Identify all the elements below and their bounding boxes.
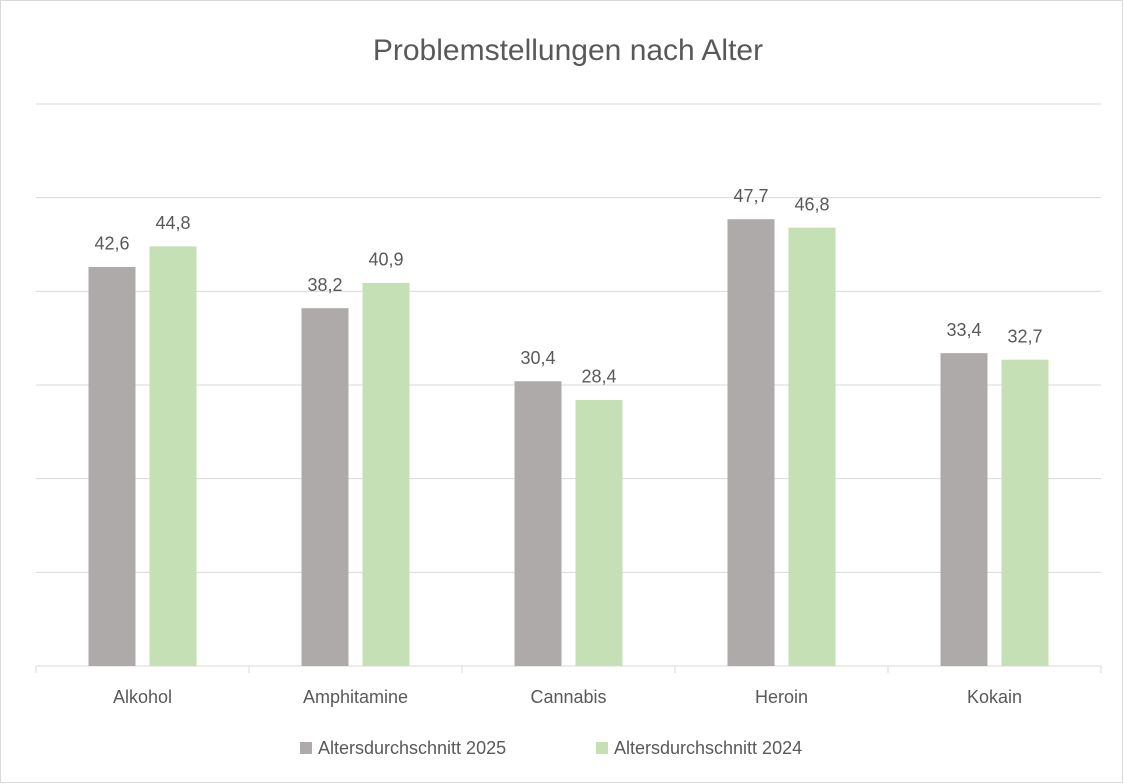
data-label: 38,2	[307, 275, 342, 295]
bar	[727, 219, 775, 666]
bar	[575, 399, 623, 666]
bar	[301, 308, 349, 666]
chart-title: Problemstellungen nach Alter	[373, 34, 763, 67]
data-label: 47,7	[733, 186, 768, 206]
legend-label: Altersdurchschnitt 2024	[614, 738, 802, 758]
x-tick-label: Cannabis	[530, 687, 606, 707]
data-label: 30,4	[520, 348, 555, 368]
legend-label: Altersdurchschnitt 2025	[318, 738, 506, 758]
data-label: 40,9	[368, 250, 403, 270]
bar	[1001, 359, 1049, 666]
bar	[514, 381, 562, 666]
data-label: 42,6	[94, 234, 129, 254]
data-label: 46,8	[794, 194, 829, 214]
bar	[88, 266, 136, 666]
bar	[362, 282, 410, 666]
data-label: 28,4	[581, 367, 616, 387]
x-tick-label: Heroin	[755, 687, 808, 707]
data-label: 32,7	[1007, 326, 1042, 346]
bar	[149, 246, 197, 666]
bar	[788, 227, 836, 666]
legend-swatch	[300, 742, 312, 754]
data-label: 33,4	[946, 320, 981, 340]
legend-swatch	[596, 742, 608, 754]
bar	[940, 353, 988, 666]
x-tick-label: Alkohol	[113, 687, 172, 707]
x-tick-label: Kokain	[967, 687, 1022, 707]
x-tick-label: Amphitamine	[303, 687, 408, 707]
data-label: 44,8	[155, 213, 190, 233]
